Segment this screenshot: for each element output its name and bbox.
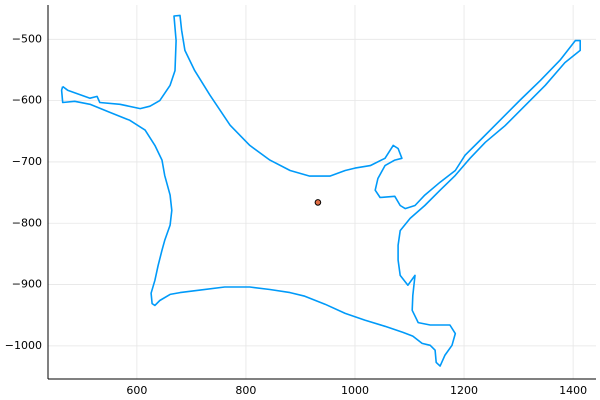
x-tick-label: 800 <box>235 384 256 397</box>
y-tick-label: −700 <box>12 155 42 168</box>
x-tick-label: 1400 <box>559 384 587 397</box>
x-tick-label: 600 <box>126 384 147 397</box>
y-tick-label: −800 <box>12 216 42 229</box>
x-tick-label: 1000 <box>341 384 369 397</box>
data-line <box>60 14 581 367</box>
y-tick-label: −1000 <box>5 339 42 352</box>
y-tick-label: −600 <box>12 94 42 107</box>
data-point <box>314 199 322 206</box>
x-tick-label: 1200 <box>450 384 478 397</box>
y-tick-label: −900 <box>12 278 42 291</box>
y-tick-label: −500 <box>12 32 42 45</box>
